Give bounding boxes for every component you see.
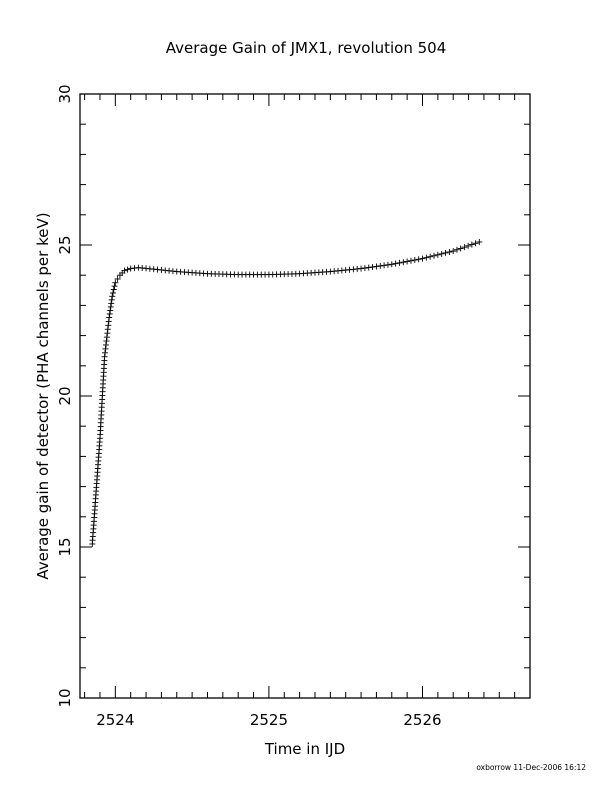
data-point	[121, 267, 128, 274]
data-point	[411, 257, 418, 264]
data-point	[446, 248, 453, 255]
x-tick-label: 2526	[403, 711, 441, 729]
data-point	[427, 253, 434, 260]
data-point	[476, 238, 483, 245]
x-tick-label: 2525	[250, 711, 288, 729]
data-point	[102, 341, 109, 348]
data-point	[102, 345, 109, 352]
y-axis: 10 15 20 25 30	[56, 84, 530, 708]
data-point	[111, 283, 118, 290]
data-point	[465, 242, 472, 249]
data-point	[388, 261, 395, 268]
data-point	[103, 334, 110, 341]
data-point	[131, 265, 138, 272]
data-points	[89, 238, 483, 547]
y-tick-label: 20	[56, 386, 74, 405]
data-point	[112, 279, 119, 286]
data-point	[472, 240, 479, 247]
data-point	[104, 330, 111, 337]
x-axis: 2524 2525 2526	[84, 94, 531, 729]
data-point	[127, 265, 134, 272]
data-point	[381, 262, 388, 269]
data-point	[358, 265, 365, 272]
data-point	[434, 251, 441, 258]
data-point	[106, 314, 113, 321]
data-point	[457, 245, 464, 252]
data-point	[105, 318, 112, 325]
data-point	[108, 300, 115, 307]
data-point	[104, 326, 111, 333]
data-point	[114, 275, 121, 282]
data-point	[415, 256, 422, 263]
data-point	[407, 257, 414, 264]
data-point	[438, 250, 445, 257]
data-point	[124, 266, 131, 273]
data-point	[450, 248, 457, 255]
data-point	[453, 246, 460, 253]
data-point	[468, 241, 475, 248]
data-point	[461, 244, 468, 251]
data-point	[369, 263, 376, 270]
data-point	[105, 322, 112, 329]
data-point	[110, 286, 117, 293]
y-axis-label: Average gain of detector (PHA channels p…	[34, 212, 52, 579]
x-axis-label: Time in IJD	[264, 740, 345, 758]
x-tick-label: 2524	[96, 711, 134, 729]
data-point	[365, 264, 372, 271]
y-tick-label: 15	[56, 537, 74, 556]
data-point	[392, 260, 399, 267]
data-point	[107, 307, 114, 314]
data-point	[110, 289, 117, 296]
data-point	[396, 259, 403, 266]
data-point	[107, 303, 114, 310]
data-point	[106, 310, 113, 317]
data-point	[373, 263, 380, 270]
data-point	[423, 254, 430, 261]
data-point	[377, 262, 384, 269]
data-point	[102, 349, 109, 356]
data-point	[419, 255, 426, 262]
data-point	[109, 293, 116, 300]
data-point	[101, 353, 108, 360]
data-point	[404, 258, 411, 265]
chart-title: Average Gain of JMX1, revolution 504	[166, 39, 447, 57]
data-point	[400, 259, 407, 266]
y-tick-label: 30	[56, 84, 74, 103]
data-point	[108, 296, 115, 303]
data-point	[384, 261, 391, 268]
data-point	[442, 249, 449, 256]
data-point	[431, 252, 438, 259]
y-tick-label: 25	[56, 235, 74, 254]
footer-stamp: oxborrow 11-Dec-2006 16:12	[476, 763, 586, 772]
y-tick-label: 10	[56, 688, 74, 707]
data-point	[361, 265, 368, 272]
data-point	[103, 338, 110, 345]
plot-frame	[79, 93, 531, 699]
